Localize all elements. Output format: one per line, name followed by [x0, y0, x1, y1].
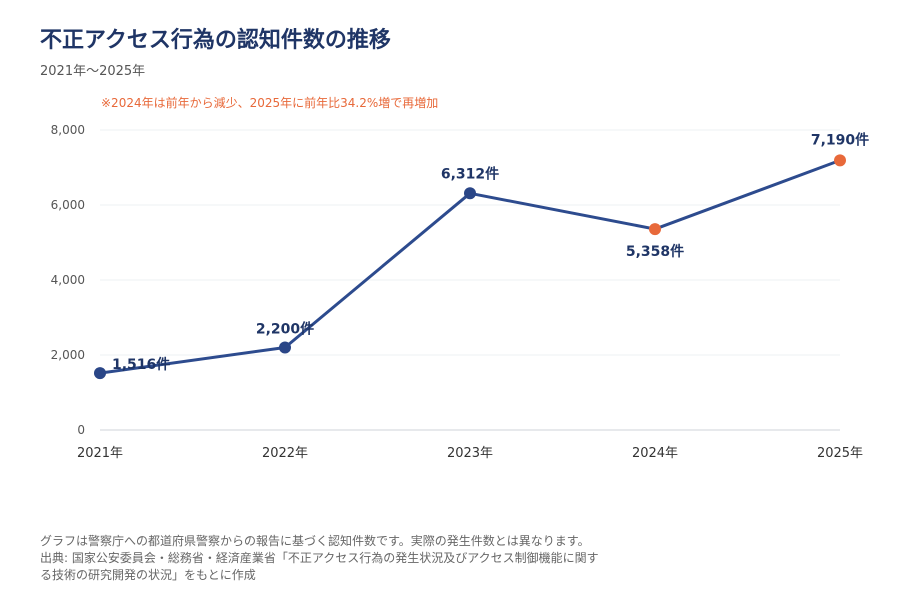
footer-note: グラフは警察庁への都道府県警察からの報告に基づく認知件数です。実際の発生件数とは…	[40, 534, 590, 548]
y-tick-label: 2,000	[51, 348, 85, 362]
data-point	[279, 341, 291, 354]
data-label: 2,200件	[256, 321, 314, 338]
footer-source-line-2: る技術の研究開発の状況」をもとに作成	[40, 568, 256, 582]
data-point	[649, 223, 661, 236]
data-label: 7,190件	[811, 131, 869, 148]
footer-source-line-1: 出典: 国家公安委員会・総務省・経済産業省「不正アクセス行為の発生状況及びアクセ…	[40, 551, 599, 565]
data-label: 5,358件	[626, 243, 684, 260]
y-tick-label: 8,000	[51, 123, 85, 137]
x-tick-label: 2024年	[632, 446, 678, 461]
x-tick-label: 2022年	[262, 446, 308, 461]
x-tick-label: 2025年	[817, 446, 863, 461]
chart-note: ※2024年は前年から減少、2025年に前年比34.2%増で再増加	[101, 96, 439, 110]
data-point	[94, 367, 106, 380]
chart-subtitle: 2021年〜2025年	[40, 64, 146, 79]
data-label: 6,312件	[441, 165, 499, 182]
y-tick-label: 4,000	[51, 273, 85, 287]
y-tick-label: 0	[77, 423, 85, 437]
x-tick-label: 2023年	[447, 446, 493, 461]
y-tick-label: 6,000	[51, 198, 85, 212]
data-label: 1,516件	[112, 356, 170, 373]
x-tick-label: 2021年	[77, 446, 123, 461]
chart-footer: グラフは警察庁への都道府県警察からの報告に基づく認知件数です。実際の発生件数とは…	[40, 533, 640, 584]
data-point	[464, 187, 476, 200]
chart-title: 不正アクセス行為の認知件数の推移	[40, 28, 391, 53]
data-point	[834, 154, 846, 167]
